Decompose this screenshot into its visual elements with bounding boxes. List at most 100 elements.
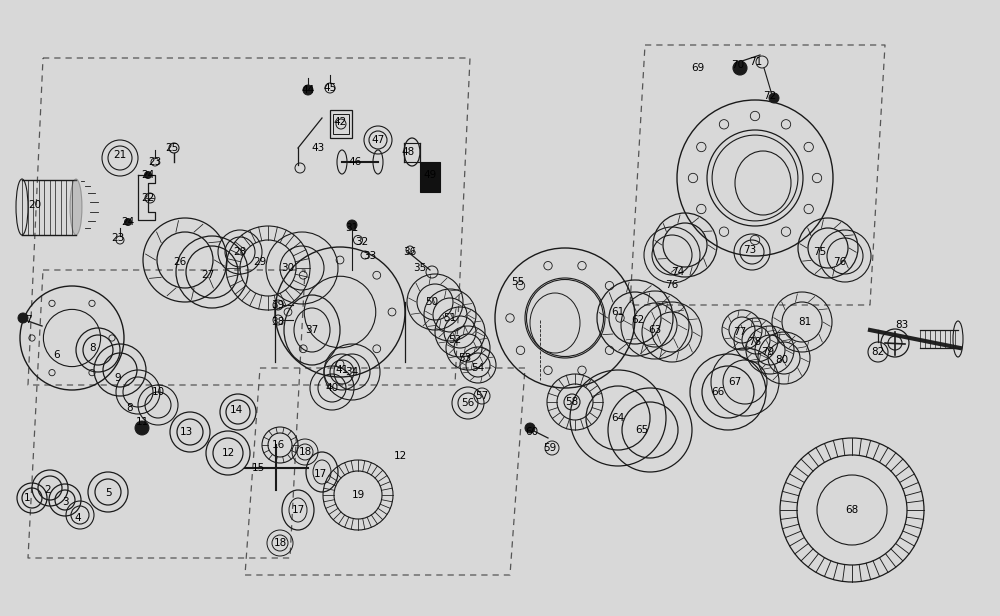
Text: 2: 2 [45, 485, 51, 495]
Text: 62: 62 [631, 315, 645, 325]
Text: 54: 54 [471, 363, 485, 373]
Text: 80: 80 [775, 355, 789, 365]
Text: 61: 61 [611, 307, 625, 317]
Text: 26: 26 [173, 257, 187, 267]
Text: 55: 55 [511, 277, 525, 287]
Text: 17: 17 [313, 469, 327, 479]
Text: 23: 23 [148, 157, 162, 167]
Text: 76: 76 [665, 280, 679, 290]
Text: 60: 60 [525, 427, 539, 437]
Circle shape [733, 61, 747, 75]
Circle shape [303, 85, 313, 95]
Text: 43: 43 [311, 143, 325, 153]
Text: 63: 63 [648, 325, 662, 335]
Text: 71: 71 [749, 57, 763, 67]
Text: 82: 82 [871, 347, 885, 357]
Text: 44: 44 [301, 85, 315, 95]
Text: 19: 19 [351, 490, 365, 500]
Text: 14: 14 [229, 405, 243, 415]
Text: 42: 42 [333, 117, 347, 127]
Text: 32: 32 [355, 237, 369, 247]
Text: 47: 47 [371, 135, 385, 145]
Bar [333, 114, 349, 134]
Text: 24: 24 [121, 217, 135, 227]
Text: 18: 18 [273, 538, 287, 548]
Text: 27: 27 [201, 270, 215, 280]
Circle shape [525, 423, 535, 433]
Text: 73: 73 [743, 245, 757, 255]
Text: 18: 18 [298, 447, 312, 457]
Ellipse shape [70, 179, 82, 235]
Text: 67: 67 [728, 377, 742, 387]
Text: 11: 11 [135, 417, 149, 427]
Circle shape [135, 421, 149, 435]
Text: 76: 76 [833, 257, 847, 267]
Text: 66: 66 [711, 387, 725, 397]
Text: 6: 6 [54, 350, 60, 360]
Text: 40: 40 [325, 383, 339, 393]
Text: 65: 65 [635, 425, 649, 435]
Text: 81: 81 [798, 317, 812, 327]
Text: 45: 45 [323, 83, 337, 93]
Text: 5: 5 [105, 488, 111, 498]
Text: 30: 30 [281, 263, 295, 273]
Text: 58: 58 [565, 397, 579, 407]
Text: 74: 74 [671, 267, 685, 277]
Text: 21: 21 [113, 150, 127, 160]
Text: 7: 7 [25, 315, 31, 325]
Text: 16: 16 [271, 440, 285, 450]
Text: 78: 78 [748, 337, 762, 347]
Text: 49: 49 [423, 170, 437, 180]
Text: 77: 77 [733, 327, 747, 337]
Text: 36: 36 [403, 247, 417, 257]
Text: 4: 4 [75, 513, 81, 523]
Text: 22: 22 [141, 193, 155, 203]
Text: 20: 20 [28, 200, 42, 210]
Text: 57: 57 [475, 391, 489, 401]
Bar [330, 110, 352, 138]
Text: 37: 37 [305, 325, 319, 335]
Text: 29: 29 [253, 257, 267, 267]
Circle shape [18, 313, 28, 323]
Text: 51: 51 [443, 313, 457, 323]
Text: 64: 64 [611, 413, 625, 423]
Text: 75: 75 [813, 247, 827, 257]
Text: 38: 38 [271, 317, 285, 327]
Text: 50: 50 [425, 297, 439, 307]
Text: 56: 56 [461, 398, 475, 408]
Text: 70: 70 [731, 60, 745, 70]
Text: 83: 83 [895, 320, 909, 330]
Text: 68: 68 [845, 505, 859, 515]
Text: 59: 59 [543, 443, 557, 453]
Text: 13: 13 [179, 427, 193, 437]
Text: 39: 39 [271, 300, 285, 310]
Text: 35: 35 [413, 263, 427, 273]
Text: 8: 8 [90, 343, 96, 353]
Text: 1: 1 [24, 493, 30, 503]
Text: 33: 33 [363, 251, 377, 261]
Text: 52: 52 [448, 335, 462, 345]
Text: 17: 17 [291, 505, 305, 515]
Text: 69: 69 [691, 63, 705, 73]
Text: 10: 10 [151, 387, 165, 397]
Text: 34: 34 [345, 367, 359, 377]
Text: 23: 23 [111, 233, 125, 243]
Circle shape [769, 93, 779, 103]
Text: 12: 12 [221, 448, 235, 458]
Bar [420, 162, 440, 192]
Text: 31: 31 [345, 223, 359, 233]
Circle shape [144, 171, 152, 179]
Text: 46: 46 [348, 157, 362, 167]
Text: 48: 48 [401, 147, 415, 157]
Text: 28: 28 [233, 247, 247, 257]
Text: 8: 8 [127, 403, 133, 413]
Text: 72: 72 [763, 91, 777, 101]
Text: 9: 9 [115, 373, 121, 383]
Circle shape [347, 220, 357, 230]
Text: 53: 53 [458, 353, 472, 363]
Text: 79: 79 [761, 347, 775, 357]
Text: 41: 41 [335, 365, 349, 375]
Text: 24: 24 [141, 170, 155, 180]
Text: 25: 25 [165, 143, 179, 153]
Text: 12: 12 [393, 451, 407, 461]
